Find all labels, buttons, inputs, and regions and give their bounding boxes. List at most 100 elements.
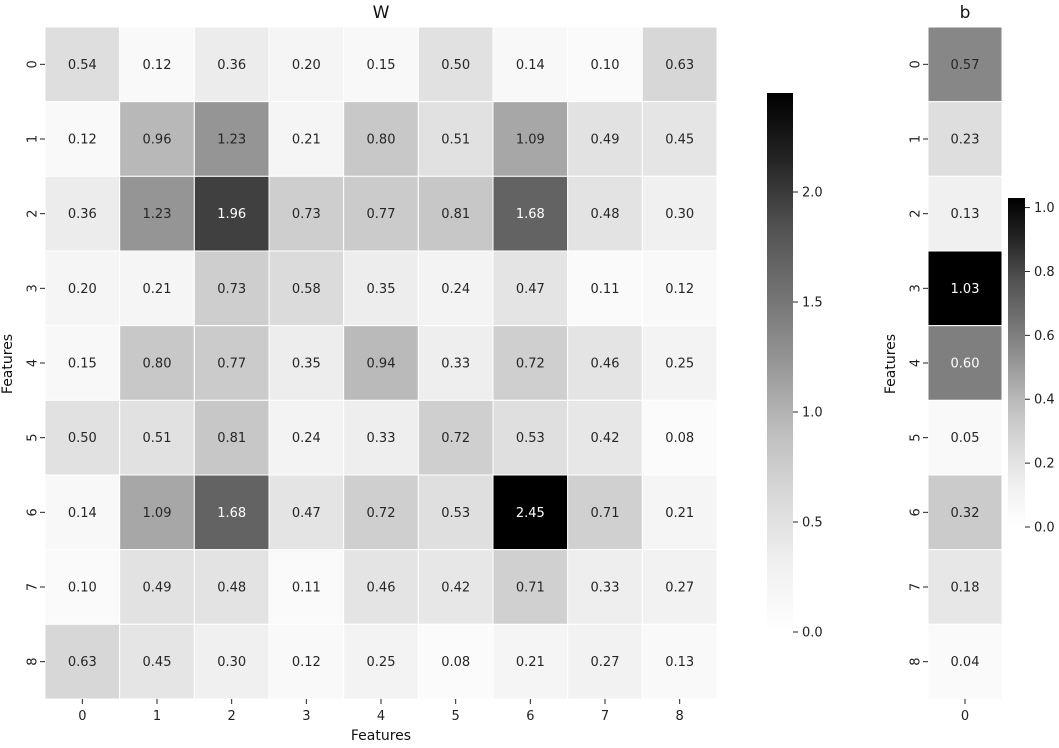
w-cell-label-r2-c1: 1.23	[143, 207, 172, 222]
w-cell-label-r3-c0: 0.20	[68, 282, 97, 297]
w-y-tick-5: 5	[26, 434, 41, 442]
w-cell-r4-c0	[44, 325, 121, 401]
w-cell-label-r8-c8: 0.13	[665, 655, 694, 670]
b-cell-label-r2-c0: 0.13	[951, 207, 980, 222]
w-cell-r8-c5	[417, 623, 494, 700]
b-y-tick-3: 3	[909, 284, 924, 292]
w-cell-label-r5-c2: 0.81	[217, 431, 246, 446]
b-cell-label-r0-c0: 0.57	[951, 58, 980, 73]
w-cell-label-r0-c1: 0.12	[143, 58, 172, 73]
b-y-tick-5: 5	[909, 434, 924, 442]
w-cell-r7-c3	[268, 549, 345, 625]
w-x-tick-3: 3	[302, 709, 310, 724]
w-cell-label-r8-c0: 0.63	[68, 655, 97, 670]
b-cell-r6-c0	[927, 474, 1003, 551]
w-cell-r2-c8	[641, 175, 718, 252]
w-cell-label-r0-c8: 0.63	[665, 58, 694, 73]
w-cell-r7-c6	[492, 549, 569, 625]
w-cell-label-r0-c0: 0.54	[68, 58, 97, 73]
w-cell-label-r4-c3: 0.35	[292, 357, 321, 372]
w-cell-r2-c4	[343, 175, 419, 252]
chart-title-b: b	[960, 3, 971, 23]
w-cell-label-r2-c5: 0.81	[441, 207, 470, 222]
w-cell-label-r5-c0: 0.50	[68, 431, 97, 446]
w-cell-r7-c4	[343, 549, 419, 625]
w-cell-r7-c0	[44, 549, 121, 625]
x-axis-label-w: Features	[351, 728, 411, 744]
colorbar-b-gradient	[1008, 198, 1025, 527]
w-cell-label-r2-c0: 0.36	[68, 207, 97, 222]
w-cell-r6-c0	[44, 474, 121, 551]
w-cell-label-r0-c5: 0.50	[441, 58, 470, 73]
w-cell-label-r6-c4: 0.72	[367, 506, 396, 521]
w-y-tick-3: 3	[26, 284, 41, 292]
w-cell-label-r4-c5: 0.33	[441, 357, 470, 372]
w-cell-r6-c1	[119, 474, 195, 551]
w-cell-label-r0-c2: 0.36	[217, 58, 246, 73]
heatmap-b-x-ticks: 0	[961, 699, 969, 724]
b-y-tick-0: 0	[909, 60, 924, 68]
chart-title-w: W	[373, 3, 390, 23]
w-cell-label-r0-c4: 0.15	[367, 58, 396, 73]
w-cell-r8-c1	[119, 623, 195, 700]
w-cell-r5-c3	[268, 399, 345, 476]
w-cell-r8-c6	[492, 623, 569, 700]
w-cell-label-r6-c3: 0.47	[292, 506, 321, 521]
w-cell-label-r7-c8: 0.27	[665, 581, 694, 596]
w-cell-r4-c1	[119, 325, 195, 401]
w-cell-label-r3-c7: 0.11	[591, 282, 620, 297]
w-x-tick-4: 4	[377, 709, 385, 724]
w-cell-label-r6-c6: 2.45	[516, 506, 545, 521]
w-cell-r6-c6	[492, 474, 569, 551]
w-cell-r8-c4	[343, 623, 419, 700]
b-cell-r0-c0	[927, 26, 1003, 103]
w-cell-label-r1-c1: 0.96	[143, 133, 172, 148]
b-colorbar-tick-2: 0.4	[1034, 393, 1055, 408]
w-cell-r7-c2	[193, 549, 270, 625]
w-colorbar-tick-2: 1.0	[802, 406, 823, 421]
b-cell-r7-c0	[927, 549, 1003, 625]
w-y-tick-0: 0	[26, 60, 41, 68]
w-cell-label-r6-c1: 1.09	[143, 506, 172, 521]
w-cell-label-r3-c3: 0.58	[292, 282, 321, 297]
w-cell-r4-c2	[193, 325, 270, 401]
b-cell-label-r8-c0: 0.04	[951, 655, 980, 670]
w-cell-label-r7-c2: 0.48	[217, 581, 246, 596]
b-y-tick-7: 7	[909, 583, 924, 591]
b-y-tick-6: 6	[909, 508, 924, 516]
w-colorbar-tick-0: 0.0	[802, 626, 823, 641]
heatmap-b-cells: 0.57 0.23 0.13 1.03 0.60 0.05 0.32 0.18 0.04	[927, 26, 1003, 700]
w-cell-label-r4-c6: 0.72	[516, 357, 545, 372]
w-cell-label-r4-c7: 0.46	[591, 357, 620, 372]
w-cell-label-r2-c3: 0.73	[292, 207, 321, 222]
heatmap-b: b 0.57 0.23 0.13 1.03 0.60 0.05 0.32 0.18 0.04 0…	[883, 3, 1003, 724]
b-cell-label-r6-c0: 0.32	[951, 506, 980, 521]
w-y-tick-4: 4	[26, 359, 41, 367]
w-cell-r1-c4	[343, 101, 419, 177]
w-cell-label-r3-c2: 0.73	[217, 282, 246, 297]
w-cell-label-r7-c1: 0.49	[143, 581, 172, 596]
w-cell-r4-c5	[417, 325, 494, 401]
w-cell-r5-c5	[417, 399, 494, 476]
w-cell-label-r3-c4: 0.35	[367, 282, 396, 297]
w-y-tick-2: 2	[26, 210, 41, 218]
w-x-tick-7: 7	[601, 709, 609, 724]
w-x-tick-5: 5	[452, 709, 460, 724]
w-cell-label-r5-c1: 0.51	[143, 431, 172, 446]
w-cell-label-r0-c6: 0.14	[516, 58, 545, 73]
b-cell-r3-c0	[927, 250, 1003, 327]
w-cell-r0-c1	[119, 26, 195, 103]
heatmap-w-cells: 0.54 0.12 0.36 0.20 0.15 0.50 0.14 0.10 0.63 0.12…	[44, 26, 718, 700]
heatmap-w-x-ticks: 0 1 2 3 4 5 6 7 8	[78, 699, 684, 724]
colorbar-w: 0.0 0.5 1.0 1.5 2.0	[767, 93, 823, 641]
w-cell-label-r7-c7: 0.33	[591, 581, 620, 596]
w-cell-r1-c8	[641, 101, 718, 177]
w-cell-r5-c4	[343, 399, 419, 476]
w-cell-label-r7-c0: 0.10	[68, 581, 97, 596]
b-y-tick-4: 4	[909, 359, 924, 367]
w-cell-label-r2-c2: 1.96	[217, 207, 246, 222]
colorbar-b-ticks: 0.0 0.2 0.4 0.6 0.8 1.0	[1025, 201, 1055, 536]
b-colorbar-tick-5: 1.0	[1034, 201, 1055, 216]
w-cell-label-r1-c4: 0.80	[367, 133, 396, 148]
w-colorbar-tick-4: 2.0	[802, 186, 823, 201]
